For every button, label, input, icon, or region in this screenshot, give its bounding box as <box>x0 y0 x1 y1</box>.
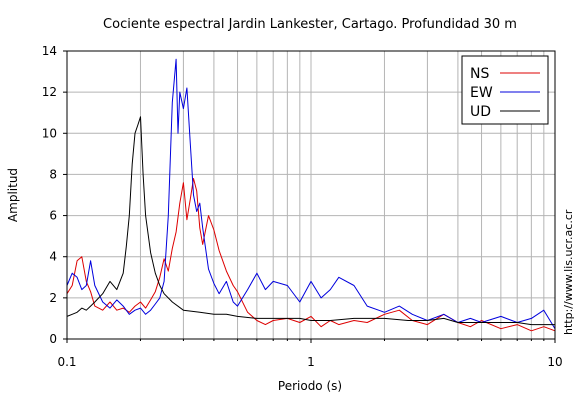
chart-title: Cociente espectral Jardin Lankester, Car… <box>103 17 517 32</box>
legend-label-ns: NS <box>470 66 489 82</box>
y-tick-label: 12 <box>42 85 57 99</box>
legend-box <box>461 55 549 125</box>
y-tick-label: 6 <box>49 209 57 223</box>
legend-label-ud: UD <box>470 104 491 120</box>
y-tick-label: 4 <box>49 250 57 264</box>
x-tick-label: 1 <box>307 355 315 369</box>
x-tick-label: 10 <box>547 355 562 369</box>
series-line-ew <box>66 58 556 329</box>
y-tick-label: 14 <box>42 44 57 58</box>
y-tick-label: 0 <box>49 332 57 346</box>
axis-ticks: 0 2 4 6 8 10 12 14 0.1 1 10 <box>42 44 563 369</box>
series-line-ud <box>66 116 555 326</box>
source-url: http://www.lis.ucr.ac.cr <box>562 209 575 335</box>
y-tick-label: 2 <box>49 291 57 305</box>
y-tick-label: 10 <box>42 126 57 140</box>
legend-label-ew: EW <box>470 85 493 101</box>
y-axis-label: Amplitud <box>6 168 20 222</box>
x-axis-label: Periodo (s) <box>278 379 342 393</box>
x-tick-label: 0.1 <box>57 355 76 369</box>
series-lines <box>66 58 556 332</box>
y-tick-label: 8 <box>49 167 57 181</box>
legend: NS EW UD <box>461 55 549 125</box>
